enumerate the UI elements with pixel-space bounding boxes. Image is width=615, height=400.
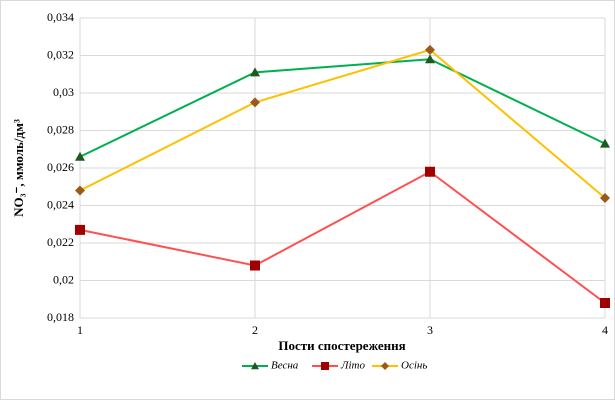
y-tick-label: 0,022 <box>47 235 74 249</box>
y-tick-label: 0,024 <box>47 197 74 211</box>
series-line <box>79 58 606 158</box>
legend-marker <box>381 362 389 370</box>
y-tick-label: 0,026 <box>47 160 74 174</box>
y-tick-label: 0,028 <box>47 122 74 136</box>
marker <box>600 193 610 203</box>
y-tick-label: 0,03 <box>53 85 74 99</box>
marker <box>250 67 260 77</box>
y-tick-label: 0,032 <box>47 47 74 61</box>
legend-marker <box>321 362 329 370</box>
marker <box>250 97 260 108</box>
marker <box>425 166 435 177</box>
legend-label: Весна <box>271 360 299 372</box>
marker <box>600 138 610 148</box>
marker <box>600 298 610 308</box>
y-tick-label: 0,018 <box>47 310 74 324</box>
y-tick-label: 0,02 <box>53 272 74 286</box>
legend-label: Осінь <box>401 360 427 372</box>
marker <box>425 44 435 55</box>
y-tick-label: 0,034 <box>47 10 74 24</box>
marker <box>75 224 85 235</box>
x-tick-label: 3 <box>427 323 433 337</box>
marker <box>75 185 85 196</box>
x-tick-label: 4 <box>602 323 608 337</box>
marker <box>425 54 435 64</box>
x-tick-label: 2 <box>252 323 258 337</box>
legend-label: Літо <box>340 360 365 372</box>
y-axis-label: NO₃⁻, ммоль/дм³ <box>11 119 26 217</box>
series-line <box>79 170 606 304</box>
x-tick-label: 1 <box>77 323 83 337</box>
legend-marker <box>251 362 259 370</box>
marker <box>250 260 260 271</box>
series-line <box>79 48 606 199</box>
x-axis-label: Пости спостереження <box>278 338 405 353</box>
marker <box>75 151 85 161</box>
